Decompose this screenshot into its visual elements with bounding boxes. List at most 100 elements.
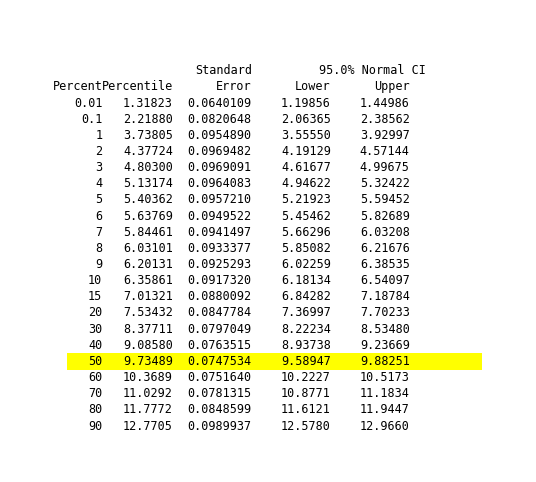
- Text: 0.0989937: 0.0989937: [188, 419, 252, 432]
- Text: 11.6121: 11.6121: [281, 403, 331, 416]
- Text: 0.0969091: 0.0969091: [188, 161, 252, 174]
- Text: 80: 80: [88, 403, 102, 416]
- Text: 5.40362: 5.40362: [123, 193, 173, 206]
- Text: 60: 60: [88, 371, 102, 384]
- Text: 8.22234: 8.22234: [281, 322, 331, 335]
- Text: 90: 90: [88, 419, 102, 432]
- Text: 0.0640109: 0.0640109: [188, 96, 252, 109]
- Text: 7: 7: [95, 226, 102, 239]
- Text: 5.21923: 5.21923: [281, 193, 331, 206]
- Text: 0.0820648: 0.0820648: [188, 113, 252, 126]
- Text: 6.03208: 6.03208: [360, 226, 410, 239]
- Text: 4.80300: 4.80300: [123, 161, 173, 174]
- Text: 2: 2: [95, 145, 102, 158]
- Text: 5.13174: 5.13174: [123, 177, 173, 190]
- Text: 6.38535: 6.38535: [360, 258, 410, 271]
- Text: 0.0969482: 0.0969482: [188, 145, 252, 158]
- Text: 0.0964083: 0.0964083: [188, 177, 252, 190]
- Text: 0.0880092: 0.0880092: [188, 290, 252, 303]
- Text: 11.0292: 11.0292: [123, 387, 173, 400]
- Text: 7.01321: 7.01321: [123, 290, 173, 303]
- Text: 5.63769: 5.63769: [123, 210, 173, 223]
- Text: 15: 15: [88, 290, 102, 303]
- Text: 9.88251: 9.88251: [360, 355, 410, 368]
- Text: 12.9660: 12.9660: [360, 419, 410, 432]
- Text: 0.0848599: 0.0848599: [188, 403, 252, 416]
- Text: 0.01: 0.01: [74, 96, 102, 109]
- Text: 0.0949522: 0.0949522: [188, 210, 252, 223]
- Text: 0.0747534: 0.0747534: [188, 355, 252, 368]
- Text: 1: 1: [95, 129, 102, 142]
- Text: 6.84282: 6.84282: [281, 290, 331, 303]
- Text: 11.7772: 11.7772: [123, 403, 173, 416]
- Text: 6.18134: 6.18134: [281, 274, 331, 287]
- Text: 4.61677: 4.61677: [281, 161, 331, 174]
- Text: 50: 50: [88, 355, 102, 368]
- Text: 0.1: 0.1: [81, 113, 102, 126]
- Text: 6.54097: 6.54097: [360, 274, 410, 287]
- Text: 1.31823: 1.31823: [123, 96, 173, 109]
- Text: 20: 20: [88, 307, 102, 320]
- Text: 3.92997: 3.92997: [360, 129, 410, 142]
- Text: 4.37724: 4.37724: [123, 145, 173, 158]
- Text: 0.0917320: 0.0917320: [188, 274, 252, 287]
- Text: 8.53480: 8.53480: [360, 322, 410, 335]
- Text: Percentile: Percentile: [102, 80, 173, 94]
- Text: 10.5173: 10.5173: [360, 371, 410, 384]
- Text: 9: 9: [95, 258, 102, 271]
- Text: Error: Error: [216, 80, 252, 94]
- Text: 0.0847784: 0.0847784: [188, 307, 252, 320]
- Text: Percent: Percent: [53, 80, 102, 94]
- Text: 3: 3: [95, 161, 102, 174]
- Text: 10.3689: 10.3689: [123, 371, 173, 384]
- Text: 2.21880: 2.21880: [123, 113, 173, 126]
- Text: 0.0925293: 0.0925293: [188, 258, 252, 271]
- Text: 7.18784: 7.18784: [360, 290, 410, 303]
- Text: 95.0% Normal CI: 95.0% Normal CI: [319, 64, 426, 77]
- Text: 1.44986: 1.44986: [360, 96, 410, 109]
- Text: 6.35861: 6.35861: [123, 274, 173, 287]
- Text: 5.59452: 5.59452: [360, 193, 410, 206]
- Text: 5.45462: 5.45462: [281, 210, 331, 223]
- Text: 9.23669: 9.23669: [360, 339, 410, 352]
- Text: 0.0954890: 0.0954890: [188, 129, 252, 142]
- Text: 5.82689: 5.82689: [360, 210, 410, 223]
- Text: 4.94622: 4.94622: [281, 177, 331, 190]
- Text: 2.06365: 2.06365: [281, 113, 331, 126]
- Text: 6.03101: 6.03101: [123, 242, 173, 255]
- Text: 0.0763515: 0.0763515: [188, 339, 252, 352]
- Text: 10: 10: [88, 274, 102, 287]
- Text: 7.70233: 7.70233: [360, 307, 410, 320]
- Text: 0.0933377: 0.0933377: [188, 242, 252, 255]
- Text: 9.58947: 9.58947: [281, 355, 331, 368]
- FancyBboxPatch shape: [67, 353, 482, 370]
- Text: 7.53432: 7.53432: [123, 307, 173, 320]
- Text: 10.8771: 10.8771: [281, 387, 331, 400]
- Text: 4.19129: 4.19129: [281, 145, 331, 158]
- Text: 2.38562: 2.38562: [360, 113, 410, 126]
- Text: 5: 5: [95, 193, 102, 206]
- Text: 0.0957210: 0.0957210: [188, 193, 252, 206]
- Text: 4.57144: 4.57144: [360, 145, 410, 158]
- Text: 3.73805: 3.73805: [123, 129, 173, 142]
- Text: 11.9447: 11.9447: [360, 403, 410, 416]
- Text: 3.55550: 3.55550: [281, 129, 331, 142]
- Text: Standard: Standard: [195, 64, 252, 77]
- Text: 0.0781315: 0.0781315: [188, 387, 252, 400]
- Text: 11.1834: 11.1834: [360, 387, 410, 400]
- Text: 8.93738: 8.93738: [281, 339, 331, 352]
- Text: 70: 70: [88, 387, 102, 400]
- Text: 30: 30: [88, 322, 102, 335]
- Text: 6.02259: 6.02259: [281, 258, 331, 271]
- Text: Upper: Upper: [374, 80, 410, 94]
- Text: 5.32422: 5.32422: [360, 177, 410, 190]
- Text: 10.2227: 10.2227: [281, 371, 331, 384]
- Text: Lower: Lower: [295, 80, 331, 94]
- Text: 0.0941497: 0.0941497: [188, 226, 252, 239]
- Text: 9.08580: 9.08580: [123, 339, 173, 352]
- Text: 8.37711: 8.37711: [123, 322, 173, 335]
- Text: 40: 40: [88, 339, 102, 352]
- Text: 4: 4: [95, 177, 102, 190]
- Text: 1.19856: 1.19856: [281, 96, 331, 109]
- Text: 7.36997: 7.36997: [281, 307, 331, 320]
